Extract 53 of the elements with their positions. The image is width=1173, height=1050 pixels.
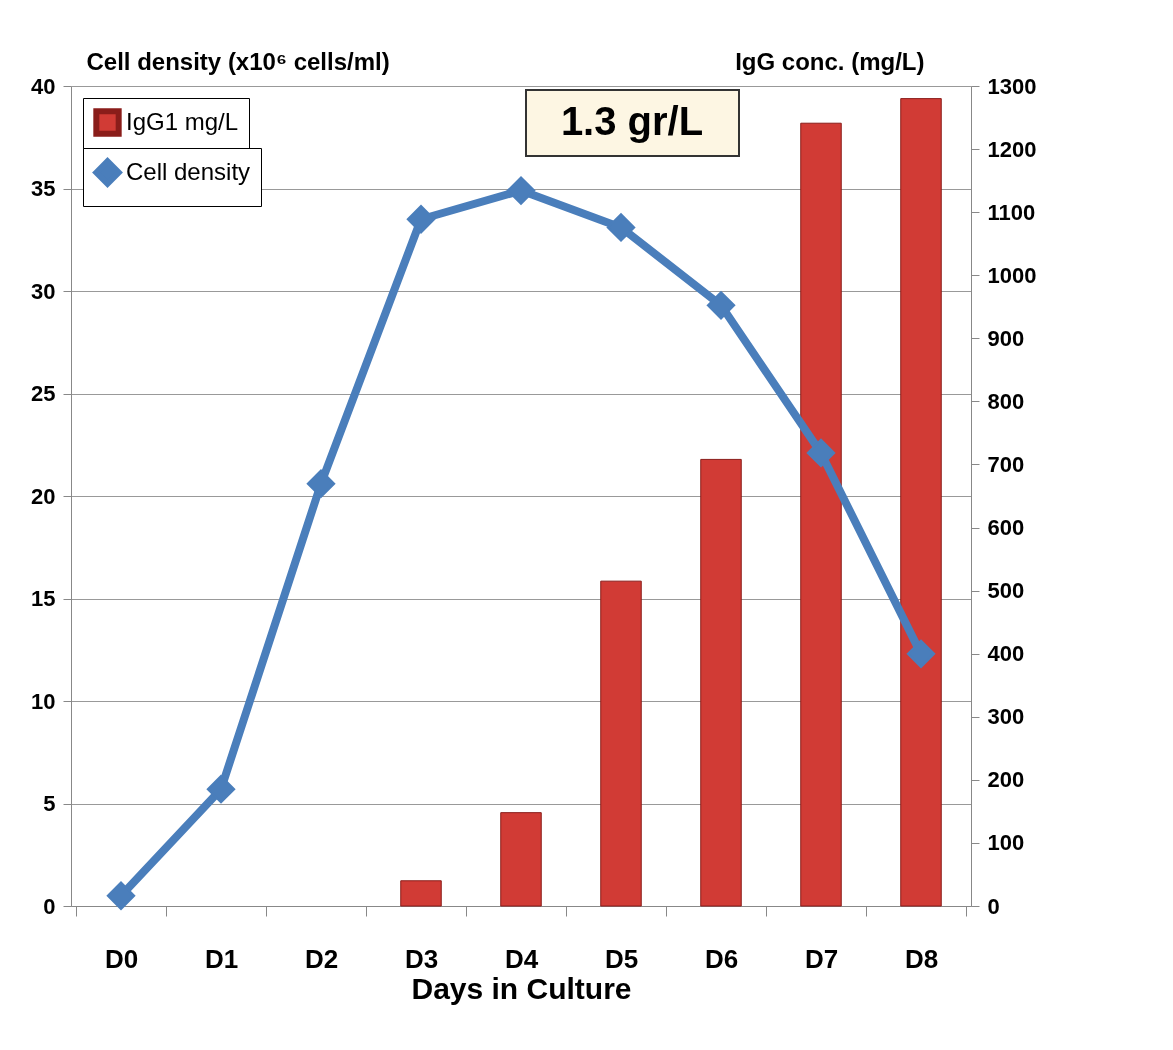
y2-tick-label: 300 [987, 704, 1025, 730]
point [306, 469, 336, 498]
y2-tick-label: 400 [987, 641, 1025, 667]
x-tick-label: D5 [604, 943, 639, 974]
x-tick-label: D6 [704, 943, 739, 974]
point [406, 205, 436, 234]
x-tick-label: D3 [404, 943, 439, 974]
y2-tick-label: 200 [987, 767, 1025, 793]
legend-label: IgG1 mg/L [126, 107, 239, 135]
y2-tick-label: 0 [987, 893, 1000, 919]
y2-tick-label: 1100 [987, 199, 1036, 225]
y2-tick-label: 700 [987, 451, 1025, 477]
y-tick-label: 15 [31, 586, 56, 611]
bar [600, 580, 642, 907]
bar [500, 812, 542, 907]
point [806, 438, 836, 468]
bar [800, 122, 842, 907]
y2-tick-label: 800 [987, 388, 1025, 414]
bar [700, 458, 742, 907]
y2-tick-label: 1200 [987, 136, 1037, 162]
y-tick-label: 25 [31, 381, 56, 406]
point [506, 176, 536, 205]
bar [400, 880, 442, 907]
x-tick-label: D4 [504, 943, 539, 974]
y-tick-label: 40 [31, 73, 56, 99]
y-tick-label: 0 [43, 893, 56, 919]
y-tick-label: 30 [31, 278, 56, 304]
y2-axis-title: IgG conc. (mg/L) [735, 47, 925, 75]
x-tick-label: D2 [304, 943, 339, 974]
y2-tick-label: 500 [987, 578, 1025, 604]
y2-tick-label: 100 [987, 830, 1025, 856]
y2-tick-label: 1300 [987, 73, 1037, 99]
point [106, 881, 136, 910]
y-tick-label: 10 [31, 688, 56, 714]
y-tick-label: 35 [31, 176, 56, 201]
y2-tick-label: 600 [987, 515, 1025, 541]
x-tick-label: D0 [104, 943, 139, 974]
x-tick-label: D1 [204, 943, 239, 974]
point [906, 639, 936, 669]
x-tick-label: D8 [904, 943, 939, 974]
bar [900, 98, 942, 907]
legend-label: Cell density [126, 157, 251, 185]
point [606, 213, 636, 242]
x-axis-title: Days in Culture [411, 971, 632, 1005]
y2-tick-label: 1000 [987, 262, 1037, 288]
x-tick-label: D7 [804, 943, 839, 974]
point [206, 774, 236, 804]
point [706, 291, 736, 320]
y-tick-label: 20 [31, 483, 56, 509]
y-tick-label: 5 [43, 791, 56, 816]
y2-tick-label: 900 [987, 325, 1025, 351]
annotation: 1.3 gr/L [560, 99, 704, 143]
y-axis-title: Cell density (x10⁶ cells/ml) [86, 47, 390, 75]
